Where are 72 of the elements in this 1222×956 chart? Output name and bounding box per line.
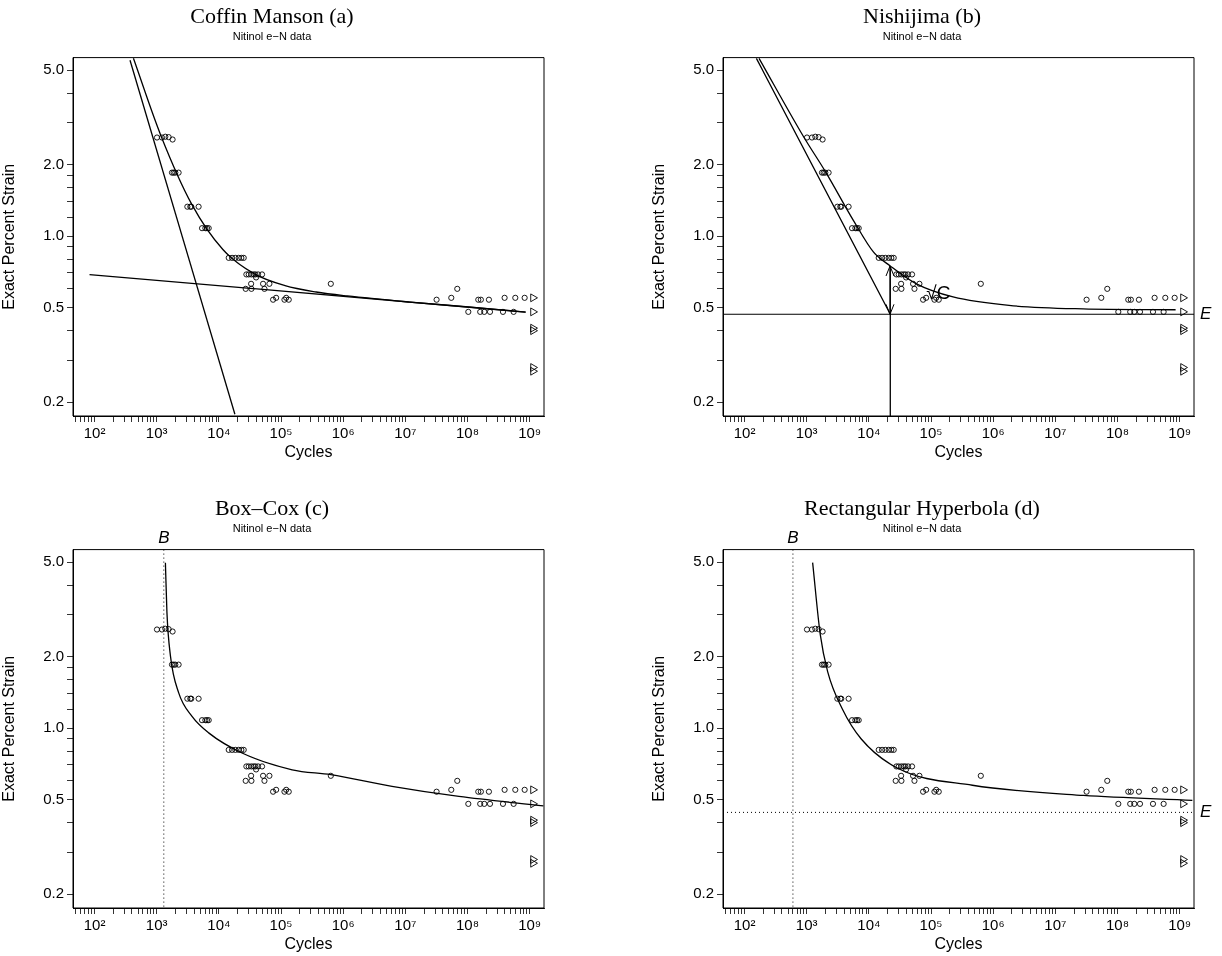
- y-tick-label: 5.0: [693, 552, 714, 570]
- chart-title: Rectangular Hyperbola (d): [804, 494, 1040, 520]
- x-tick-label: 10⁸: [1106, 916, 1130, 934]
- y-tick-label: 2.0: [693, 646, 714, 664]
- x-tick-label: 10³: [145, 424, 168, 442]
- chart-subtitle: Nitinol e−N data: [232, 30, 313, 43]
- y-tick-label: 0.5: [43, 297, 64, 315]
- x-tick-label: 10²: [733, 424, 756, 442]
- y-tick-label: 0.2: [43, 884, 64, 902]
- x-axis-title: Cycles: [934, 934, 983, 952]
- y-tick-label: 1.0: [693, 718, 714, 736]
- y-axis-title: Exact Percent Strain: [650, 163, 668, 310]
- y-tick-label: 2.0: [693, 154, 714, 172]
- x-tick-label: 10³: [795, 916, 818, 934]
- y-tick-label: 0.5: [43, 789, 64, 807]
- chart-title: Box–Cox (c): [214, 494, 330, 520]
- x-tick-label: 10⁶: [981, 916, 1005, 934]
- ref-line-label: E: [1200, 802, 1212, 822]
- y-tick-label: 1.0: [43, 718, 64, 736]
- ref-line-label: B: [158, 527, 170, 547]
- x-tick-label: 10⁹: [1168, 424, 1192, 442]
- y-tick-label: 1.0: [43, 226, 64, 244]
- y-tick-label: 0.2: [693, 392, 714, 410]
- x-tick-label: 10⁸: [456, 424, 480, 442]
- chart-title: Nishijima (b): [863, 2, 981, 28]
- x-tick-label: 10⁴: [857, 424, 881, 442]
- y-tick-label: 2.0: [43, 154, 64, 172]
- x-tick-label: 10⁵: [919, 424, 943, 442]
- y-axis-title: Exact Percent Strain: [0, 163, 18, 310]
- x-tick-label: 10⁸: [456, 916, 480, 934]
- x-tick-label: 10⁶: [331, 916, 355, 934]
- x-tick-label: 10⁴: [207, 916, 231, 934]
- chart-title: Coffin Manson (a): [190, 2, 354, 28]
- chart-subtitle: Nitinol e−N data: [232, 522, 313, 535]
- x-axis-title: Cycles: [284, 934, 333, 952]
- y-tick-label: 5.0: [43, 552, 64, 570]
- x-axis-title: Cycles: [284, 442, 333, 460]
- x-tick-label: 10²: [83, 916, 106, 934]
- y-tick-label: 0.2: [43, 392, 64, 410]
- y-axis-title: Exact Percent Strain: [650, 655, 668, 802]
- y-tick-label: 0.5: [693, 789, 714, 807]
- x-tick-label: 10³: [795, 424, 818, 442]
- ref-line-label: B: [787, 527, 799, 547]
- ref-line-label: E: [1200, 304, 1212, 323]
- x-tick-label: 10⁸: [1106, 424, 1130, 442]
- x-tick-label: 10²: [83, 424, 106, 442]
- chart-subtitle: Nitinol e−N data: [882, 522, 963, 535]
- x-tick-label: 10⁵: [269, 916, 293, 934]
- y-tick-label: 5.0: [43, 60, 64, 78]
- x-tick-label: 10⁴: [207, 424, 231, 442]
- x-tick-label: 10⁴: [857, 916, 881, 934]
- x-tick-label: 10⁹: [518, 916, 542, 934]
- x-tick-label: 10⁷: [1044, 424, 1067, 442]
- y-tick-label: 1.0: [693, 226, 714, 244]
- x-tick-label: 10⁶: [331, 424, 355, 442]
- x-tick-label: 10⁵: [269, 424, 293, 442]
- x-tick-label: 10²: [733, 916, 756, 934]
- y-tick-label: 0.5: [693, 297, 714, 315]
- x-tick-label: 10⁷: [1044, 916, 1067, 934]
- x-tick-label: 10⁷: [394, 916, 417, 934]
- y-axis-title: Exact Percent Strain: [0, 655, 18, 802]
- x-axis-title: Cycles: [934, 442, 983, 460]
- x-tick-label: 10⁵: [919, 916, 943, 934]
- x-tick-label: 10⁷: [394, 424, 417, 442]
- chart-subtitle: Nitinol e−N data: [882, 30, 963, 43]
- y-tick-label: 0.2: [693, 884, 714, 902]
- x-tick-label: 10⁹: [1168, 916, 1192, 934]
- y-tick-label: 2.0: [43, 646, 64, 664]
- x-tick-label: 10⁶: [981, 424, 1005, 442]
- y-tick-label: 5.0: [693, 60, 714, 78]
- x-tick-label: 10⁹: [518, 424, 542, 442]
- x-tick-label: 10³: [145, 916, 168, 934]
